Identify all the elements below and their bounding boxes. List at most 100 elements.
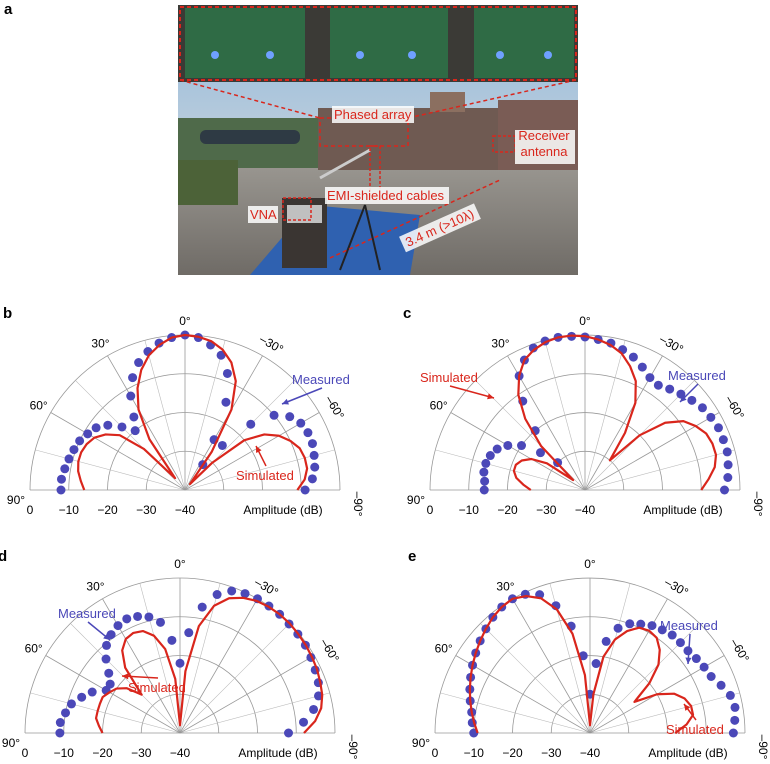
angle-tick-label: 30° [496,580,514,594]
measured-point [155,617,165,627]
angle-tick-label: 90° [412,736,430,750]
panel-label: e [408,548,416,565]
grid-spoke [440,692,591,734]
measured-point [687,395,697,405]
measured-point [675,638,685,648]
axis-label: Amplitude (dB) [648,746,727,760]
measured-point [730,715,740,725]
panel-label: b [3,305,12,322]
measured-point [723,473,733,483]
r-tick-label: −40 [575,503,596,517]
measured-point [307,474,317,484]
angle-tick-label: 0° [579,314,591,328]
grid-spoke [589,583,631,734]
measured-point [197,602,207,612]
angle-tick-label: –90° [346,735,360,760]
measured-point [240,589,250,599]
measured-point [117,422,127,432]
measured-point [653,380,663,390]
measured-point [212,590,222,600]
measured-points [465,589,740,738]
measured-point [517,441,527,451]
measured-point [103,420,113,430]
panel-label: a [4,1,13,18]
measured-point [56,485,66,495]
r-tick-label: 0 [27,503,34,517]
grid-spoke [512,598,591,734]
angle-tick-label: 90° [7,493,25,507]
photo: Phased array Receiver antenna EMI-shield… [178,5,578,275]
annotation-arrowhead [122,673,129,680]
angle-tick-label: –90° [756,735,770,760]
grid-spoke [102,598,181,734]
angle-tick-label: 90° [407,493,425,507]
measured-point [718,435,728,445]
measured-point [481,458,491,468]
measured-point [113,621,123,631]
r-tick-label: 0 [22,746,29,760]
angle-tick-label: –60° [318,636,343,665]
measured-point [697,403,707,413]
grid-spoke [455,655,591,734]
grid-spoke [179,655,315,734]
r-tick-label: −20 [97,503,118,517]
measured-point [637,362,647,372]
angle-tick-label: 60° [430,399,448,413]
r-tick-label: −20 [502,746,523,760]
measured-point [216,350,226,360]
angle-tick-label: –90° [751,492,765,517]
grid-spoke [435,449,586,491]
measured-point [222,368,232,378]
measured-point [528,343,538,353]
measured-point [102,640,112,650]
r-tick-label: −10 [464,746,485,760]
angle-tick-label: –30° [257,332,286,357]
measured-point [299,717,309,727]
measured-point [706,412,716,422]
grid-spoke [30,692,181,734]
measured-point [706,672,716,682]
measured-point [122,614,132,624]
measured-point [106,630,116,640]
measured-point [479,467,489,477]
measured-point [128,373,138,383]
grid-spoke [184,340,226,491]
measured-point [665,384,675,394]
grid-spoke [179,623,290,734]
angle-tick-label: 30° [86,580,104,594]
measured-point [720,485,729,495]
series-annotation: Simulated [236,468,294,483]
grid-spoke [35,449,186,491]
measured-point [716,680,726,690]
series-annotation: Simulated [128,680,186,695]
photo-annotation: EMI-shielded cables [327,188,445,203]
grid-spoke [45,655,181,734]
grid-spoke [589,598,668,734]
measured-point [246,419,256,429]
measured-point [699,662,709,672]
measured-point [309,704,319,714]
series-annotation: Measured [668,368,726,383]
measured-point [725,690,735,700]
r-tick-label: −20 [497,503,518,517]
measured-point [647,621,657,631]
series-annotation: Measured [660,618,718,633]
photo-annotation: Receiver antenna [518,128,570,159]
photo-annotation: VNA [250,207,277,222]
measured-point [75,436,85,446]
angle-tick-label: 60° [435,642,453,656]
measured-point [628,352,638,362]
annotation-arrow [449,385,495,399]
measured-point [133,611,143,621]
measured-point [591,659,601,669]
measured-point [167,635,177,645]
measured-point [730,702,740,712]
grid-spoke [584,449,735,491]
measured-point [104,668,114,678]
r-tick-label: 0 [432,746,439,760]
measured-point [636,619,646,629]
angle-tick-label: 30° [91,337,109,351]
grid-spoke [589,692,740,734]
angle-tick-label: –60° [723,393,748,422]
measured-point [101,654,111,664]
